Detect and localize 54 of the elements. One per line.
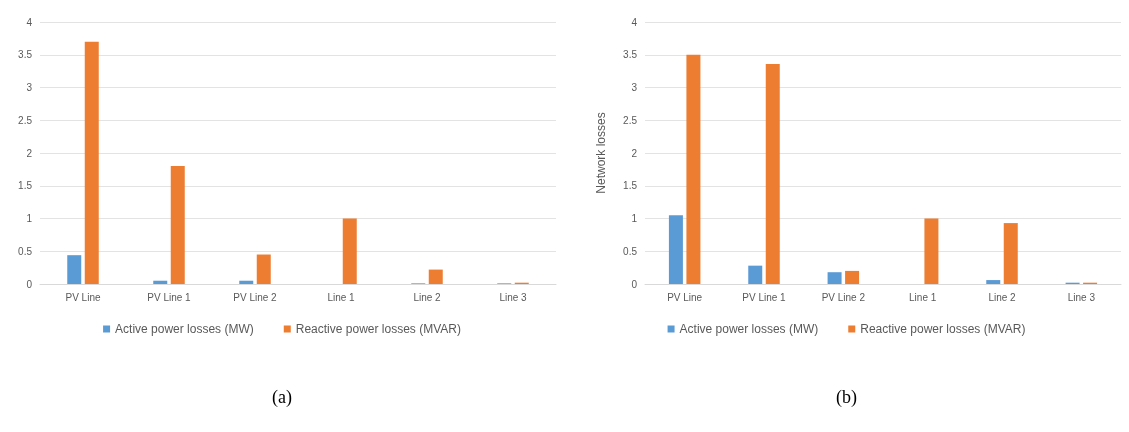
bar: [827, 272, 842, 284]
y-tick-label: 1: [631, 213, 638, 224]
y-tick-label: 2: [631, 147, 638, 159]
y-tick-label: 2.5: [18, 114, 33, 126]
bar: [239, 280, 254, 284]
y-tick-label: 1: [26, 213, 33, 224]
x-tick-label: PV Line 2: [821, 291, 866, 303]
bar: [428, 269, 443, 284]
x-tick-label: PV Line: [667, 291, 703, 303]
bar: [765, 63, 780, 284]
legend-label: Reactive power losses (MVAR): [295, 322, 461, 336]
y-tick-label: 3: [26, 82, 33, 93]
x-tick-label: Line 2: [988, 291, 1017, 303]
y-tick-label: 0.5: [18, 245, 33, 257]
x-tick-label: Line 2: [413, 291, 442, 303]
x-tick-label: Line 1: [909, 291, 937, 303]
bar: [748, 265, 763, 284]
y-tick-label: 2: [26, 147, 33, 159]
bar: [153, 280, 168, 284]
text: (a): [272, 387, 292, 408]
bar: [668, 215, 683, 284]
bar: [342, 218, 357, 284]
x-tick-label: PV Line 1: [742, 291, 787, 303]
x-tick-label: PV Line 1: [147, 291, 192, 303]
y-tick-label: 2.5: [623, 114, 638, 126]
y-tick-label: 3.5: [623, 49, 638, 61]
x-tick-label: Line 3: [1067, 291, 1096, 303]
y-tick-label: 0.5: [623, 245, 638, 257]
legend-label: Active power losses (MW): [115, 322, 254, 336]
x-tick-label: Line 1: [327, 291, 356, 303]
y-tick-label: 1.5: [18, 180, 33, 192]
y-axis-title: Network losses: [594, 112, 608, 194]
legend-label: Reactive power losses (MVAR): [860, 322, 1026, 336]
y-tick-label: 3: [631, 82, 638, 93]
x-tick-label: PV Line: [65, 291, 101, 303]
legend-label: Active power losses (MW): [679, 322, 819, 336]
bar: [845, 270, 860, 284]
y-tick-label: 4: [26, 16, 33, 28]
bar: [67, 255, 82, 284]
bar: [924, 218, 939, 284]
bar: [686, 54, 701, 284]
bar: [256, 254, 271, 284]
y-tick-label: 3.5: [18, 49, 33, 61]
bar: [84, 41, 99, 284]
x-tick-label: PV Line 2: [233, 291, 278, 303]
text: (b): [836, 387, 858, 408]
bar: [1003, 223, 1018, 284]
y-tick-label: 0: [26, 278, 33, 290]
y-tick-label: 1.5: [623, 180, 638, 192]
y-tick-label: 0: [631, 278, 638, 290]
x-tick-label: Line 3: [499, 291, 528, 303]
y-tick-label: 4: [631, 16, 638, 28]
bar: [986, 280, 1001, 284]
bar: [170, 166, 185, 284]
